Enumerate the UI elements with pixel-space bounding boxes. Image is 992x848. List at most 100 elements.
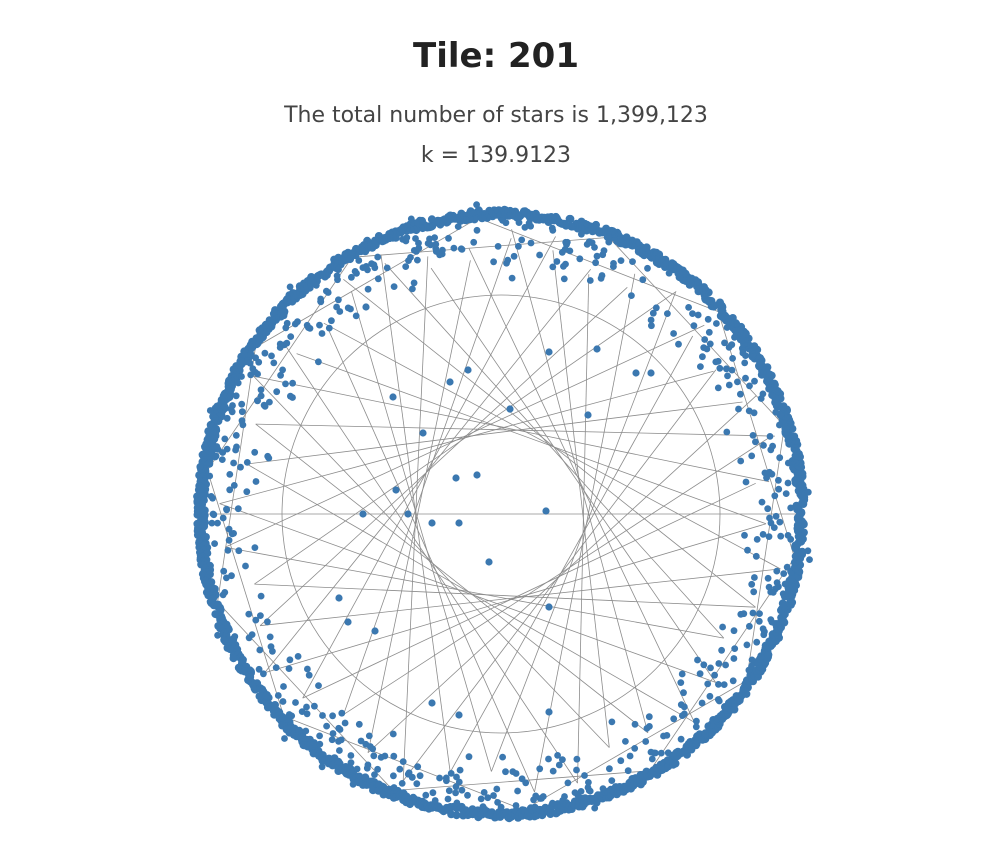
band-star-point: [311, 702, 318, 710]
ring-star-point: [716, 298, 724, 307]
star-chord: [259, 287, 628, 626]
band-star-point: [742, 478, 750, 486]
band-star-point: [242, 562, 249, 570]
ring-star-point: [795, 511, 804, 520]
band-star-point: [458, 786, 466, 794]
band-star-point: [398, 780, 406, 787]
band-star-point: [282, 380, 289, 388]
band-star-point: [422, 791, 430, 799]
band-star-point: [238, 373, 245, 380]
band-star-point: [766, 468, 773, 476]
band-star-point: [318, 330, 326, 337]
band-star-point: [752, 438, 759, 446]
band-star-point: [701, 336, 709, 343]
band-star-point: [464, 791, 471, 799]
star-chord: [577, 274, 590, 784]
band-star-point: [753, 638, 761, 646]
band-star-point: [371, 771, 378, 778]
band-star-point: [246, 359, 254, 367]
outlier-star-point: [286, 283, 294, 291]
band-star-point: [302, 727, 310, 735]
band-star-point: [473, 226, 481, 234]
band-star-point: [563, 238, 571, 246]
band-star-point: [715, 697, 723, 705]
band-star-point: [680, 689, 687, 697]
interior-star-point: [542, 507, 550, 515]
star-chord: [367, 395, 757, 753]
band-star-point: [766, 433, 774, 440]
band-star-point: [647, 316, 655, 324]
band-star-point: [743, 641, 751, 649]
band-star-point: [782, 490, 790, 497]
band-star-point: [559, 797, 567, 804]
outer-chord: [477, 217, 719, 313]
band-star-point: [657, 749, 665, 757]
band-star-point: [664, 310, 671, 317]
star-points: [193, 201, 813, 823]
band-star-point: [227, 405, 235, 413]
band-star-point: [389, 730, 397, 738]
band-star-point: [223, 506, 231, 514]
band-star-point: [766, 514, 773, 522]
band-star-point: [499, 753, 506, 761]
band-star-point: [665, 269, 673, 277]
band-star-point: [779, 590, 787, 598]
band-star-point: [239, 421, 247, 429]
band-star-point: [218, 456, 226, 463]
band-star-point: [351, 268, 359, 275]
outlier-star-point: [206, 407, 214, 414]
outlier-star-point: [349, 780, 357, 788]
band-star-point: [450, 244, 458, 252]
band-star-point: [374, 765, 381, 773]
band-star-point: [213, 443, 221, 450]
interior-star-point: [485, 558, 493, 566]
star-chord: [246, 463, 695, 723]
band-star-point: [315, 682, 322, 689]
band-star-point: [316, 740, 324, 748]
interior-star-point: [473, 471, 481, 479]
band-star-point: [390, 283, 398, 290]
band-star-point: [502, 219, 510, 227]
band-star-point: [232, 392, 240, 400]
band-star-point: [749, 609, 757, 617]
interior-star-point: [545, 708, 553, 716]
band-star-point: [368, 260, 375, 268]
band-star-point: [238, 400, 246, 408]
band-star-point: [470, 238, 478, 246]
band-star-point: [335, 737, 342, 745]
band-star-point: [413, 780, 421, 788]
band-star-point: [245, 634, 253, 642]
band-star-point: [224, 547, 232, 554]
band-star-point: [783, 563, 791, 571]
band-star-point: [444, 795, 452, 803]
band-star-point: [410, 279, 418, 287]
band-star-point: [729, 355, 736, 362]
band-star-point: [525, 219, 533, 227]
band-star-point: [209, 510, 217, 518]
band-star-point: [714, 384, 722, 392]
band-star-point: [780, 570, 788, 577]
band-star-point: [347, 759, 355, 766]
band-star-point: [276, 344, 284, 351]
band-star-point: [402, 237, 410, 245]
star-chord: [219, 503, 716, 683]
band-star-point: [769, 589, 777, 596]
star-chord: [468, 248, 695, 723]
band-star-point: [549, 799, 556, 807]
band-star-point: [341, 719, 349, 727]
band-star-point: [748, 452, 756, 460]
band-star-point: [347, 305, 354, 313]
band-star-point: [730, 627, 738, 635]
ring-star-point: [671, 759, 680, 768]
band-star-point: [670, 715, 678, 723]
band-star-point: [208, 519, 216, 527]
band-star-point: [750, 588, 758, 596]
band-star-point: [431, 797, 439, 804]
star-chord: [253, 375, 610, 748]
outlier-star-point: [804, 488, 812, 496]
band-star-point: [718, 646, 725, 654]
band-star-point: [622, 738, 629, 745]
band-star-point: [329, 730, 337, 737]
band-star-point: [338, 709, 346, 717]
band-star-point: [364, 285, 372, 293]
